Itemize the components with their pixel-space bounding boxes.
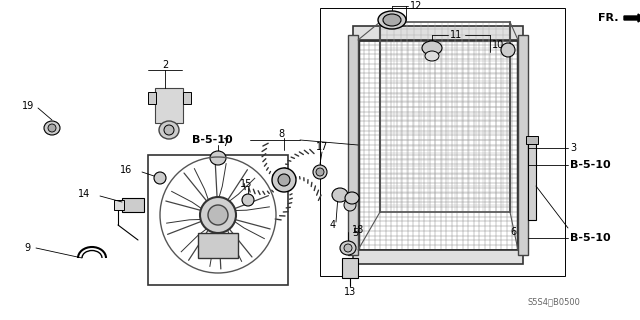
Ellipse shape (422, 41, 442, 55)
Ellipse shape (159, 121, 179, 139)
Bar (183, 92, 191, 104)
Bar (353, 250, 523, 264)
Bar (353, 26, 523, 40)
Ellipse shape (344, 199, 356, 211)
Ellipse shape (378, 11, 406, 29)
Ellipse shape (48, 124, 56, 132)
Text: 10: 10 (492, 40, 504, 50)
Text: 14: 14 (78, 189, 90, 199)
Bar (122, 198, 144, 212)
Ellipse shape (200, 197, 236, 233)
Ellipse shape (210, 151, 226, 165)
Ellipse shape (278, 174, 290, 186)
Text: S5S4－B0500: S5S4－B0500 (528, 298, 581, 307)
Text: 4: 4 (330, 220, 336, 230)
Text: 19: 19 (22, 101, 35, 111)
Ellipse shape (208, 205, 228, 225)
Text: 18: 18 (352, 225, 364, 235)
Ellipse shape (313, 165, 327, 179)
Text: 7: 7 (222, 138, 228, 148)
Ellipse shape (345, 192, 359, 204)
Bar (342, 258, 358, 278)
Text: 3: 3 (570, 143, 576, 153)
FancyArrow shape (624, 14, 640, 22)
Ellipse shape (316, 168, 324, 176)
Ellipse shape (44, 121, 60, 135)
Ellipse shape (425, 51, 439, 61)
Text: 8: 8 (278, 129, 284, 139)
Text: B-5-10: B-5-10 (192, 135, 232, 145)
Text: 13: 13 (344, 287, 356, 297)
Bar (148, 92, 156, 104)
Ellipse shape (332, 188, 348, 202)
Text: 11: 11 (450, 30, 462, 40)
Ellipse shape (242, 194, 254, 206)
Ellipse shape (501, 43, 515, 57)
Text: B-5-10: B-5-10 (570, 233, 611, 243)
Text: 12: 12 (410, 1, 422, 11)
Text: 15: 15 (240, 179, 252, 189)
Ellipse shape (383, 14, 401, 26)
Text: 5: 5 (352, 228, 358, 238)
Bar (320, 8, 565, 276)
Bar (114, 200, 124, 210)
Bar (518, 35, 528, 255)
Bar (348, 35, 358, 255)
Bar (155, 88, 183, 123)
Ellipse shape (164, 125, 174, 135)
Text: 16: 16 (120, 165, 132, 175)
Text: 17: 17 (316, 142, 328, 152)
Bar (528, 140, 536, 220)
Ellipse shape (340, 241, 356, 255)
Ellipse shape (272, 168, 296, 192)
Bar (148, 155, 288, 285)
Bar (198, 233, 238, 258)
Text: FR.: FR. (598, 13, 618, 23)
Text: 6: 6 (510, 227, 516, 237)
Text: B-5-10: B-5-10 (570, 160, 611, 170)
Ellipse shape (344, 244, 352, 252)
Text: 2: 2 (162, 60, 168, 70)
Ellipse shape (154, 172, 166, 184)
Bar (526, 136, 538, 144)
Text: 9: 9 (24, 243, 30, 253)
